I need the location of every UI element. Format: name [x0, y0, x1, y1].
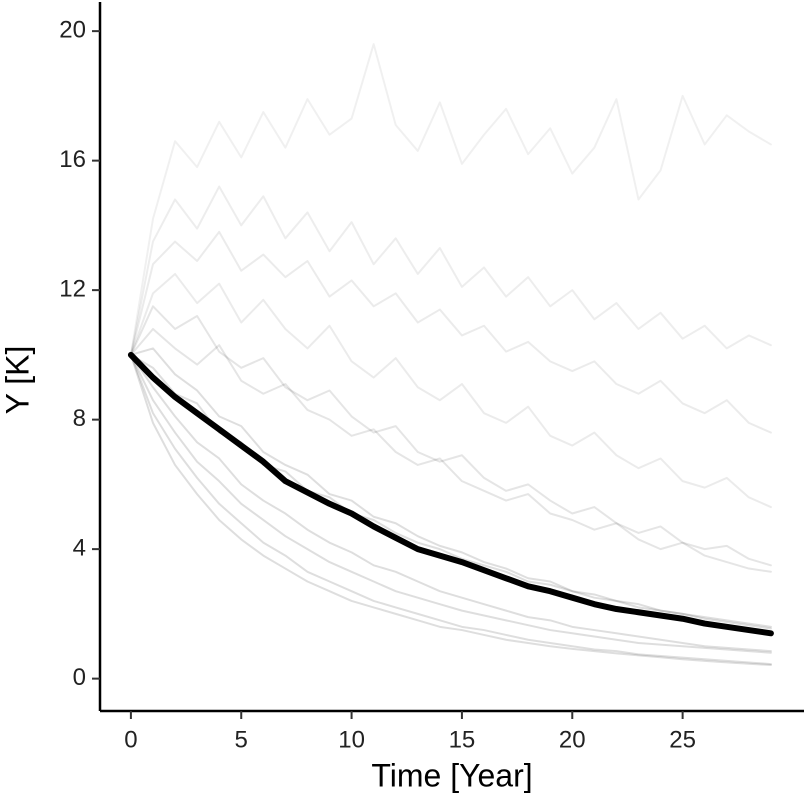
- y-tick-label: 4: [73, 534, 86, 561]
- x-tick-label: 20: [559, 726, 586, 753]
- series-line: [129, 353, 772, 654]
- series-line: [129, 43, 772, 356]
- x-tick-label: 10: [338, 726, 365, 753]
- y-tick-label: 12: [59, 275, 86, 302]
- x-tick-label: 5: [235, 726, 248, 753]
- y-tick-label: 0: [73, 664, 86, 691]
- y-tick-label: 8: [73, 405, 86, 432]
- series-line: [129, 230, 772, 434]
- y-tick-label: 20: [59, 16, 86, 43]
- x-tick-label: 0: [124, 726, 137, 753]
- y-tick-label: 16: [59, 146, 86, 173]
- y-axis-title: Y [K]: [0, 346, 35, 415]
- series-line: [129, 185, 772, 356]
- series-line: [129, 347, 772, 628]
- series-line: [129, 272, 772, 509]
- series-line: [127, 351, 774, 637]
- x-axis-title: Time [Year]: [371, 757, 532, 793]
- series-line: [129, 353, 772, 667]
- series-line: [129, 353, 772, 666]
- x-tick-label: 25: [669, 726, 696, 753]
- series-line: [129, 327, 772, 573]
- series-line: [129, 353, 772, 653]
- series-line: [129, 305, 772, 567]
- x-tick-label: 15: [449, 726, 476, 753]
